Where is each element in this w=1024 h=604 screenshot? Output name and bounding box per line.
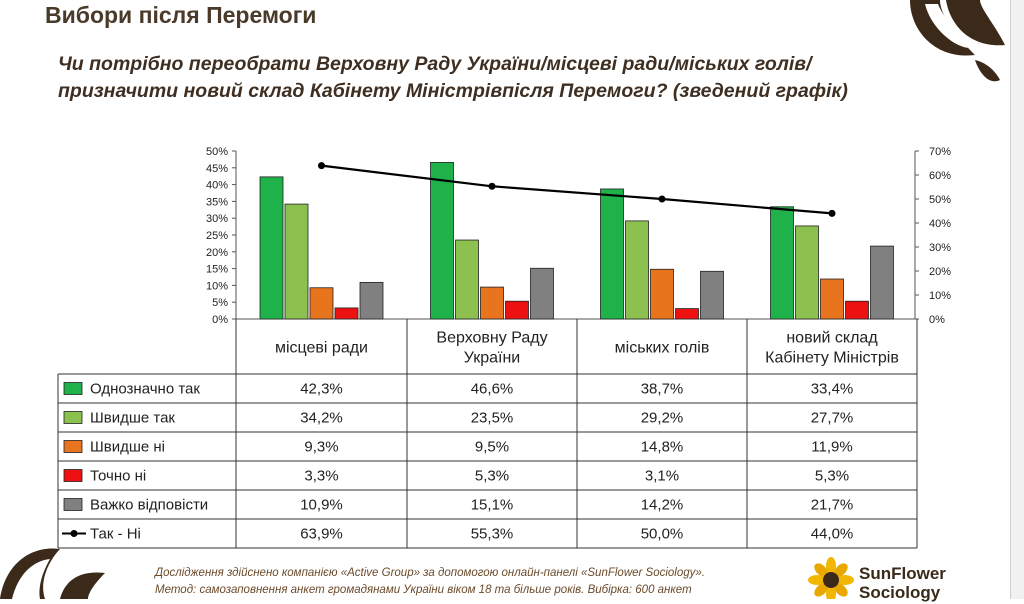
legend-label: Важко відповісти (90, 497, 208, 514)
data-value-label: 42,3% (300, 381, 343, 398)
bar (480, 286, 504, 320)
petal-decoration-bottom-left (0, 548, 105, 599)
line-point (488, 182, 496, 190)
data-value-label: 29,2% (641, 410, 684, 427)
left-axis-tick-label: 50% (206, 146, 228, 158)
line-series-tak-ni (321, 164, 833, 215)
legend-key (63, 440, 83, 453)
category-label: новий склад (786, 330, 878, 347)
bar (359, 281, 384, 320)
petal-decoration-top-right (910, 0, 1005, 82)
category-label: місцеві ради (275, 340, 368, 357)
data-value-label: 5,3% (815, 468, 849, 485)
chart-question: Чи потрібно переобрати Верховну Раду Укр… (58, 53, 848, 102)
footer-note: Дослідження здійснено компанією «Active … (155, 565, 775, 599)
right-axis-tick-label: 60% (929, 170, 951, 182)
bar (870, 245, 894, 320)
bar (530, 267, 554, 320)
left-axis-tick-label: 20% (206, 247, 228, 259)
bar (505, 300, 529, 320)
left-axis-tick-label: 5% (212, 297, 228, 309)
bar (770, 206, 794, 320)
data-value-label: 21,7% (811, 497, 854, 514)
data-value-label: 34,2% (300, 410, 343, 427)
bar (820, 278, 844, 320)
bar (700, 270, 724, 320)
legend-key (63, 469, 83, 482)
brand-name-line-2: Sociology (859, 583, 941, 602)
sunflower-logo: SunFlower Sociology (807, 556, 1007, 603)
chart: 0% 5% 10% 15% 20% 25% 30% 35% 40% 45% 50% 0% 10% 20% 3… (57, 146, 951, 549)
data-value-label: 14,8% (641, 439, 684, 456)
legend-key (63, 411, 83, 424)
brand-name-line-1: SunFlower (859, 564, 946, 583)
page-title: Вибори після Перемоги (45, 2, 317, 28)
left-axis-tick-label: 15% (206, 264, 228, 276)
footer-line-1: Дослідження здійснено компанією «Active … (155, 567, 705, 579)
left-axis-tick-label: 40% (206, 180, 228, 192)
legend-label: Швидше ні (90, 439, 165, 456)
right-axis-tick-label: 30% (929, 242, 951, 254)
left-axis-tick-label: 10% (206, 280, 228, 292)
category-label: міських голів (615, 340, 710, 357)
right-axis-tick-label: 10% (929, 290, 951, 302)
legend-key (63, 498, 83, 511)
line-point (658, 195, 666, 203)
legend-label: Швидше так (90, 410, 175, 427)
bar (430, 162, 454, 320)
bar (625, 220, 649, 320)
bar (600, 188, 624, 320)
line-point (318, 162, 325, 170)
left-axis-tick-label: 25% (206, 230, 228, 242)
right-axis-tick-label: 40% (929, 218, 951, 230)
data-value-label: 27,7% (811, 410, 854, 427)
scrollbar-track[interactable] (1010, 0, 1024, 599)
bar (259, 176, 284, 320)
right-axis-tick-label: 20% (929, 266, 951, 278)
left-axis-tick-label: 35% (206, 196, 228, 208)
data-value-label: 23,5% (471, 410, 514, 427)
bar (675, 308, 699, 320)
data-value-label: 11,9% (811, 439, 852, 456)
bar (284, 203, 309, 320)
legend-label: Так - Ні (90, 526, 141, 543)
left-axis-tick-label: 45% (206, 163, 228, 175)
right-axis-tick-label: 0% (929, 314, 945, 326)
bar (650, 268, 674, 320)
bar (845, 300, 869, 320)
legend-label: Однозначно так (90, 381, 200, 398)
data-value-label: 9,5% (475, 439, 509, 456)
bar (334, 307, 359, 320)
left-axis-tick-label: 0% (212, 314, 228, 326)
data-value-label: 14,2% (641, 497, 684, 514)
data-value-label: 3,1% (645, 468, 679, 485)
legend-key (63, 382, 83, 395)
right-axis-tick-label: 70% (929, 146, 951, 158)
left-axis-tick-label: 30% (206, 213, 228, 225)
bar (795, 225, 819, 320)
data-value-label: 63,9% (300, 526, 343, 543)
data-value-label: 15,1% (471, 497, 514, 514)
legend-label: Точно ні (90, 468, 146, 485)
data-value-label: 9,3% (304, 439, 338, 456)
footer-line-2: Метод: самозаповнення анкет громадянами … (155, 584, 692, 596)
data-value-label: 38,7% (641, 381, 684, 398)
line-point (828, 209, 836, 217)
data-value-label: 5,3% (475, 468, 509, 485)
right-axis-tick-label: 50% (929, 194, 951, 206)
data-value-label: 55,3% (471, 526, 514, 543)
data-value-label: 10,9% (300, 497, 343, 514)
category-label: Верховну Раду (436, 330, 547, 347)
data-value-label: 3,3% (304, 468, 338, 485)
data-value-label: 44,0% (811, 526, 854, 543)
data-value-label: 46,6% (471, 381, 514, 398)
data-value-label: 33,4% (811, 381, 854, 398)
data-value-label: 50,0% (641, 526, 684, 543)
legend-key-marker (70, 530, 78, 537)
bar (309, 287, 334, 320)
sunflower-icon (808, 557, 854, 603)
category-label: України (464, 350, 520, 367)
bar (455, 239, 479, 320)
category-label: Кабінету Міністрів (765, 350, 899, 367)
